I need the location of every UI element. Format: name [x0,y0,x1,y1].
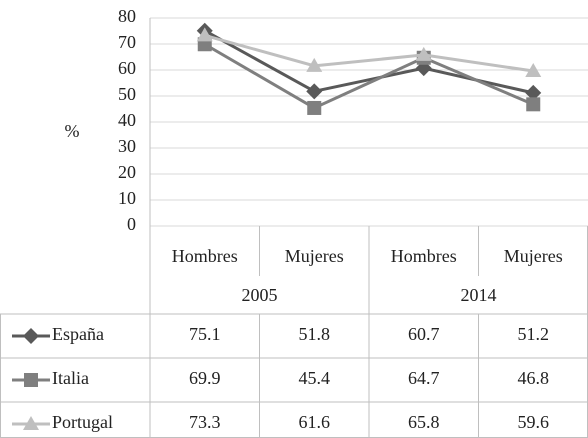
table-cell: 51.8 [299,324,331,344]
legend-marker [24,373,38,387]
table-cell: 60.7 [408,324,440,344]
group-label: 2005 [242,285,278,305]
y-tick-label: 70 [118,32,136,52]
x-tick-label: Hombres [391,246,457,266]
legend-label: España [52,324,104,344]
table-cell: 59.6 [518,412,550,432]
x-tick-label: Mujeres [504,246,563,266]
point [526,97,541,112]
point [306,83,323,100]
point [525,84,542,101]
table-cell: 65.8 [408,412,440,432]
y-tick-label: 40 [118,110,136,130]
legend-marker [23,416,39,430]
table-cell: 73.3 [189,412,221,432]
table-cell: 69.9 [189,368,221,388]
line [203,42,534,110]
legend-marker [23,328,39,344]
point [307,100,322,115]
y-tick-label: 20 [118,162,136,182]
y-tick-label: 10 [118,188,136,208]
y-tick-label: 80 [118,6,136,26]
group-label: 2014 [461,285,497,305]
table-cell: 64.7 [408,368,440,388]
point [525,63,542,78]
legend-label: Italia [52,368,89,388]
table-cell: 46.8 [518,368,550,388]
point [306,57,323,72]
y-tick-label: 50 [118,84,136,104]
y-tick-label: 30 [118,136,136,156]
y-axis-label: % [65,121,80,141]
x-tick-label: Hombres [172,246,238,266]
table-cell: 45.4 [299,368,331,388]
point [196,27,213,42]
y-tick-label: 60 [118,58,136,78]
y-tick-label: 0 [127,214,136,234]
table-cell: 61.6 [299,412,331,432]
table-cell: 51.2 [518,324,550,344]
table-cell: 75.1 [189,324,221,344]
legend-label: Portugal [52,412,113,432]
x-tick-label: Mujeres [285,246,344,266]
line [204,33,534,73]
point [415,46,432,61]
